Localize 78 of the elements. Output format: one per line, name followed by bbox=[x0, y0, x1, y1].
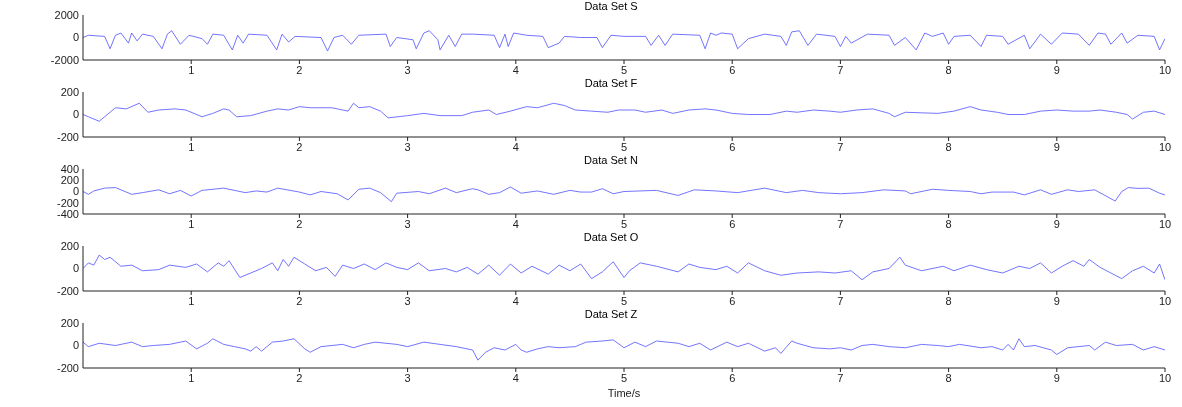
x-tick-label: 4 bbox=[512, 217, 519, 230]
x-tick-label: 1 bbox=[188, 371, 195, 384]
x-tick-label: 9 bbox=[1053, 217, 1060, 230]
x-tick-label: 2 bbox=[296, 140, 303, 153]
x-tick-label: 1 bbox=[188, 294, 195, 307]
y-tick-label: 0 bbox=[72, 108, 79, 121]
x-tick-label: 7 bbox=[837, 140, 844, 153]
x-tick-label: 8 bbox=[945, 371, 952, 384]
chart-title: Data Set S bbox=[583, 0, 639, 12]
x-tick-label: 1 bbox=[188, 140, 195, 153]
x-tick-label: 7 bbox=[837, 371, 844, 384]
x-tick-label: 2 bbox=[296, 294, 303, 307]
chart-title: Data Set N bbox=[583, 154, 639, 166]
x-tick-label: 7 bbox=[837, 294, 844, 307]
y-tick-label: -2000 bbox=[50, 53, 79, 66]
y-tick-label: 2000 bbox=[54, 8, 79, 21]
x-tick-label: 8 bbox=[945, 63, 952, 76]
x-tick-label: 6 bbox=[729, 294, 736, 307]
x-tick-label: 4 bbox=[512, 371, 519, 384]
y-tick-label: 200 bbox=[60, 316, 79, 329]
y-tick-label: -200 bbox=[56, 284, 79, 297]
y-tick-label: -200 bbox=[56, 196, 79, 209]
x-tick-label: 9 bbox=[1053, 371, 1060, 384]
x-tick-label: 3 bbox=[404, 371, 411, 384]
x-tick-label: 8 bbox=[945, 140, 952, 153]
y-tick-label: -400 bbox=[56, 207, 79, 220]
x-tick-label: 4 bbox=[512, 63, 519, 76]
x-tick-label: 6 bbox=[729, 371, 736, 384]
x-tick-label: 6 bbox=[729, 217, 736, 230]
x-tick-label: 10 bbox=[1158, 217, 1172, 230]
chart-title: Data Set O bbox=[582, 231, 640, 243]
x-tick-label: 6 bbox=[729, 140, 736, 153]
x-tick-label: 8 bbox=[945, 294, 952, 307]
x-tick-label: 7 bbox=[837, 63, 844, 76]
x-tick-label: 9 bbox=[1053, 63, 1060, 76]
x-tick-label: 10 bbox=[1158, 294, 1172, 307]
line-series bbox=[83, 186, 1165, 203]
y-tick-label: 400 bbox=[60, 162, 79, 175]
y-tick-label: 200 bbox=[60, 239, 79, 252]
x-tick-label: 3 bbox=[404, 294, 411, 307]
x-axis-title: Time/s bbox=[607, 387, 641, 399]
x-tick-label: 6 bbox=[729, 63, 736, 76]
x-tick-label: 5 bbox=[620, 63, 628, 76]
x-tick-label: 2 bbox=[296, 63, 303, 76]
y-tick-label: 0 bbox=[72, 31, 79, 44]
chart-title: Data Set Z bbox=[583, 308, 639, 320]
y-tick-label: 0 bbox=[72, 262, 79, 275]
x-tick-label: 2 bbox=[296, 371, 303, 384]
x-tick-label: 4 bbox=[512, 140, 519, 153]
x-tick-label: 5 bbox=[620, 371, 628, 384]
y-tick-label: -200 bbox=[56, 361, 79, 374]
x-tick-label: 1 bbox=[188, 63, 195, 76]
y-tick-label: -200 bbox=[56, 130, 79, 143]
x-tick-label: 8 bbox=[945, 217, 952, 230]
chart-title: Data Set F bbox=[583, 77, 639, 89]
x-tick-label: 7 bbox=[837, 217, 844, 230]
y-tick-label: 200 bbox=[60, 85, 79, 98]
x-tick-label: 3 bbox=[404, 140, 411, 153]
x-tick-label: 9 bbox=[1053, 140, 1060, 153]
y-tick-label: 0 bbox=[72, 185, 79, 198]
x-tick-label: 5 bbox=[620, 140, 628, 153]
y-tick-label: 0 bbox=[72, 339, 79, 352]
x-tick-label: 3 bbox=[404, 217, 411, 230]
line-series bbox=[83, 338, 1165, 361]
x-tick-label: 9 bbox=[1053, 294, 1060, 307]
x-tick-label: 2 bbox=[296, 217, 303, 230]
x-tick-label: 5 bbox=[620, 294, 628, 307]
x-tick-label: 3 bbox=[404, 63, 411, 76]
line-series bbox=[83, 30, 1165, 52]
y-tick-label: 200 bbox=[60, 174, 79, 187]
line-series bbox=[83, 102, 1165, 122]
x-tick-label: 4 bbox=[512, 294, 519, 307]
x-tick-label: 5 bbox=[620, 217, 628, 230]
x-tick-label: 1 bbox=[188, 217, 195, 230]
line-series bbox=[83, 254, 1165, 281]
x-tick-label: 10 bbox=[1158, 371, 1172, 384]
x-tick-label: 10 bbox=[1158, 63, 1172, 76]
x-tick-label: 10 bbox=[1158, 140, 1172, 153]
